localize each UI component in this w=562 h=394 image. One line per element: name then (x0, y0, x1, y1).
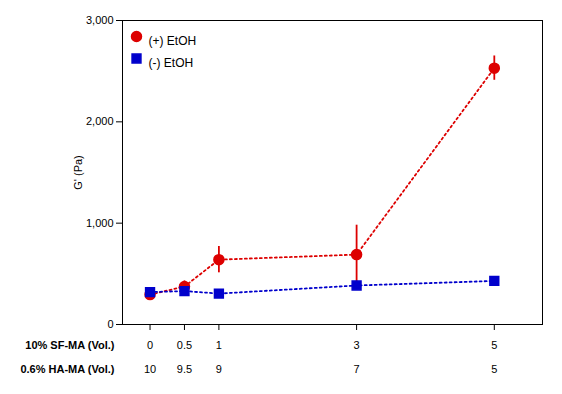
svg-text:3: 3 (354, 339, 360, 351)
svg-text:9: 9 (216, 363, 222, 375)
svg-text:3,000: 3,000 (86, 14, 114, 26)
svg-text:(+) EtOH: (+) EtOH (149, 34, 197, 48)
svg-text:G' (Pa): G' (Pa) (72, 155, 84, 190)
svg-text:5: 5 (491, 363, 497, 375)
svg-text:(-) EtOH: (-) EtOH (149, 56, 194, 70)
svg-text:0.6% HA-MA (Vol.): 0.6% HA-MA (Vol.) (20, 363, 114, 375)
svg-text:0: 0 (147, 339, 153, 351)
svg-text:0.5: 0.5 (177, 339, 192, 351)
svg-text:5: 5 (491, 339, 497, 351)
svg-text:1,000: 1,000 (86, 217, 114, 229)
svg-text:10% SF-MA (Vol.): 10% SF-MA (Vol.) (25, 339, 115, 351)
svg-text:9.5: 9.5 (177, 363, 192, 375)
svg-text:7: 7 (354, 363, 360, 375)
svg-text:10: 10 (144, 363, 156, 375)
svg-text:0: 0 (107, 318, 113, 330)
svg-text:2,000: 2,000 (86, 115, 114, 127)
svg-text:1: 1 (216, 339, 222, 351)
